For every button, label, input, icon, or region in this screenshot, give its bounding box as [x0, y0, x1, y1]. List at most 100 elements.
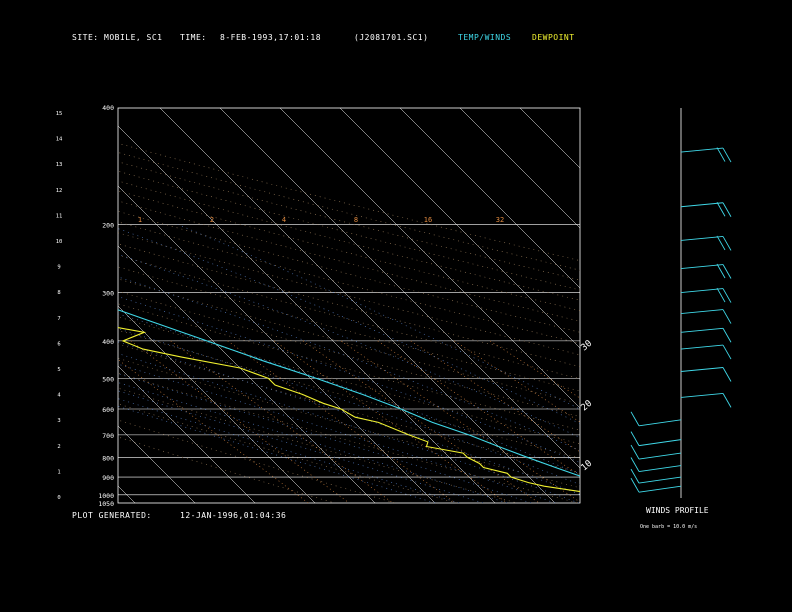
isotherm-line — [118, 305, 316, 503]
dry-adiabat — [118, 372, 579, 503]
mixing-ratio-label: 16 — [424, 216, 432, 224]
wind-barb — [630, 477, 682, 493]
wind-barb-flag — [722, 367, 732, 382]
isotherm-tick-label: 20 — [580, 399, 595, 414]
isotherm-line — [399, 108, 580, 289]
dry-adiabat — [118, 161, 580, 281]
height-tick-label: 0 — [57, 495, 60, 501]
dry-adiabat — [118, 343, 580, 474]
wind-barb-flag — [722, 328, 732, 343]
mixing-ratio-label: 32 — [496, 216, 504, 224]
wind-barb — [680, 287, 732, 303]
wind-barb-flag — [630, 477, 640, 493]
wind-barb-shaft — [680, 236, 724, 241]
wind-barb-shaft — [680, 392, 724, 398]
curve-layer — [118, 142, 580, 503]
wind-barb-shaft — [680, 147, 724, 153]
wind-barb-shaft — [638, 465, 682, 472]
moist-adiabat — [118, 382, 508, 503]
height-tick-label: 15 — [56, 111, 63, 117]
height-tick-label: 12 — [56, 188, 63, 194]
grid-layer — [117, 107, 581, 504]
dry-adiabat — [118, 190, 580, 311]
wind-barb-shaft — [638, 439, 682, 447]
wind-barb-shaft — [638, 476, 682, 484]
mixing-ratio-line — [274, 340, 508, 503]
dry-adiabat — [118, 290, 580, 418]
wind-barb-flag — [722, 309, 732, 324]
wind-barb-flag — [716, 235, 726, 251]
height-tick-label: 8 — [57, 290, 60, 296]
wind-barb — [630, 411, 682, 427]
dry-adiabat — [118, 254, 580, 379]
wind-barb-shaft — [680, 327, 724, 333]
pressure-tick-label: 700 — [102, 432, 114, 440]
isotherm-line — [118, 365, 256, 503]
wind-barb — [680, 147, 732, 163]
moist-adiabat — [118, 363, 556, 503]
isotherm-line — [118, 125, 496, 503]
plot-generated-label: PLOT GENERATED: — [72, 511, 152, 520]
time-value: 8-FEB-1993,17:01:18 — [220, 33, 322, 42]
mixing-ratio-line — [410, 340, 580, 453]
moist-adiabat — [118, 313, 580, 475]
height-tick-label: 1 — [57, 469, 60, 475]
pressure-tick-label: 300 — [102, 290, 114, 298]
dry-adiabat — [118, 278, 580, 404]
moist-adiabat — [118, 296, 580, 464]
wind-barb-flag — [722, 202, 732, 217]
pressure-tick-label: 200 — [102, 221, 114, 229]
pressure-tick-label: 900 — [102, 474, 114, 482]
label-layer: 4002003004005006007008009001000105015141… — [56, 104, 595, 508]
isotherm-line — [339, 108, 580, 349]
mixing-ratio-line — [340, 340, 580, 503]
wind-barb-shaft — [680, 367, 724, 372]
wind-barb-flag — [716, 147, 726, 162]
mixing-ratio-line — [377, 340, 580, 476]
pressure-tick-label: 500 — [102, 375, 114, 383]
file-name: (J2081701.SC1) — [354, 33, 429, 42]
site-value: MOBILE, SC1 — [104, 33, 163, 42]
pressure-tick-label: 1050 — [98, 500, 114, 508]
wind-barb — [680, 202, 732, 217]
height-tick-label: 10 — [56, 239, 63, 245]
legend-temp-winds: TEMP/WINDS — [458, 33, 512, 42]
dry-adiabat — [118, 357, 580, 489]
wind-barb — [630, 431, 682, 447]
mixing-ratio-label: 2 — [210, 216, 214, 224]
moist-adiabat — [118, 373, 532, 503]
isotherm-line — [118, 185, 436, 503]
dry-adiabat — [118, 403, 457, 503]
wind-barb-flag — [722, 393, 732, 408]
wind-barb-flag — [630, 468, 640, 484]
wind-barb-flag — [722, 264, 732, 279]
dry-adiabat — [118, 266, 580, 392]
wind-barb — [680, 367, 732, 382]
winds-profile-note: One barb = 10.0 m/s — [640, 524, 697, 530]
winds-profile-panel — [630, 108, 732, 498]
moist-adiabat — [118, 228, 580, 424]
mixing-ratio-line — [302, 340, 540, 503]
dry-adiabat — [118, 170, 580, 291]
pressure-tick-label: 400 — [102, 338, 114, 346]
dry-adiabat — [118, 221, 580, 344]
wind-barb-shaft — [680, 309, 724, 315]
wind-barb-flag — [716, 287, 726, 303]
isotherm-tick-label: 30 — [580, 339, 595, 354]
isotherm-line — [118, 425, 196, 503]
dry-adiabat — [118, 436, 335, 503]
moist-adiabat — [118, 328, 580, 485]
dry-adiabat — [118, 303, 580, 431]
mixing-ratio-line — [489, 340, 580, 399]
mixing-ratio-label: 8 — [354, 216, 358, 224]
height-tick-label: 3 — [57, 418, 60, 424]
isotherm-line — [118, 245, 376, 503]
isotherm-line — [219, 108, 580, 469]
wind-barb-flag — [630, 411, 640, 427]
isotherm-line — [279, 108, 580, 409]
wind-barb — [630, 468, 682, 484]
wind-barb-shaft — [638, 452, 682, 460]
pressure-tick-label: 800 — [102, 454, 114, 462]
moist-adiabat — [118, 276, 580, 451]
winds-profile-title: WINDS PROFILE — [646, 506, 709, 515]
